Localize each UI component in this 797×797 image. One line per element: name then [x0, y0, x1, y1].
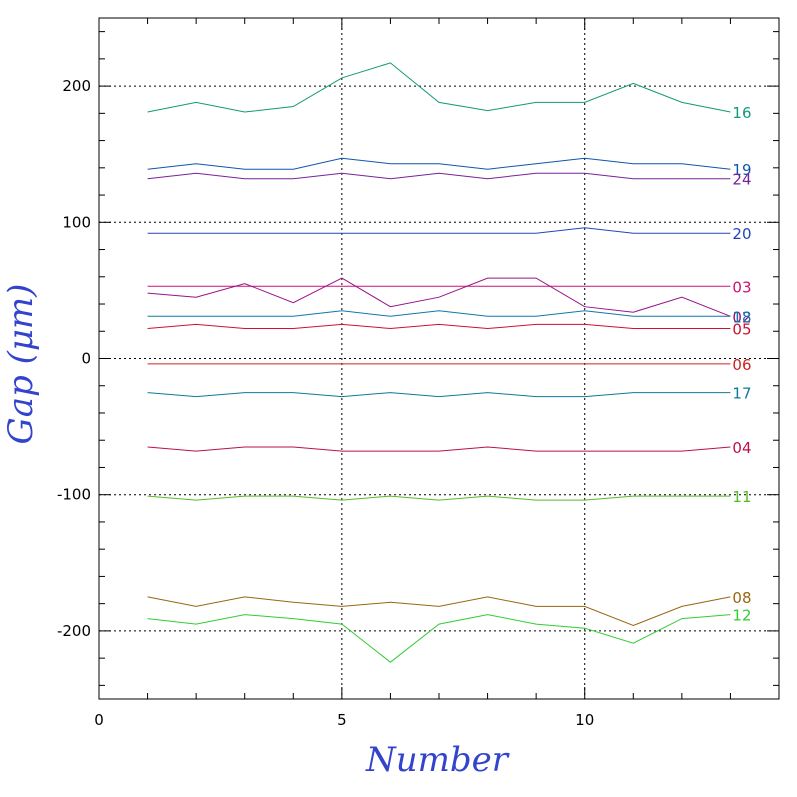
series-line-20 [147, 227, 731, 234]
series-label-06: 06 [732, 356, 751, 374]
series-line-17 [147, 392, 731, 398]
y-axis-title: Gap (μm) [1, 284, 41, 445]
series-label-20: 20 [732, 225, 751, 243]
series-line-02 [147, 277, 731, 317]
axes-layer [98, 17, 780, 700]
series-line-12 [147, 614, 731, 663]
series-line-11 [147, 495, 731, 501]
y-tick-label: 100 [62, 213, 91, 231]
series-line-18 [147, 310, 731, 317]
series-label-12: 12 [732, 607, 751, 625]
series-label-03: 03 [732, 278, 751, 296]
x-tick-label: 10 [575, 711, 594, 729]
y-tick-label: 0 [81, 350, 91, 368]
tick-label-layer: 0 5 10 200 100 0 -100 -200 [57, 77, 594, 729]
grid-layer [99, 18, 779, 699]
series-label-04: 04 [732, 439, 751, 457]
series-label-17: 17 [732, 385, 751, 403]
series-line-05 [147, 323, 731, 330]
series-line-08 [147, 596, 731, 627]
series-layer [147, 62, 731, 663]
series-label-19: 19 [732, 161, 751, 179]
series-line-19 [147, 157, 731, 170]
series-label-02: 02 [732, 308, 751, 326]
x-axis-title: Number [365, 740, 510, 780]
series-label-11: 11 [732, 488, 751, 506]
y-tick-label: -200 [57, 622, 91, 640]
series-label-24: 24 [732, 171, 751, 189]
x-tick-label: 5 [337, 711, 347, 729]
y-tick-label: 200 [62, 77, 91, 95]
x-tick-label: 0 [94, 711, 104, 729]
series-line-24 [147, 172, 731, 180]
series-label-16: 16 [732, 104, 751, 122]
series-label-08: 08 [732, 589, 751, 607]
series-label-18: 18 [732, 308, 751, 326]
series-line-04 [147, 446, 731, 452]
series-line-16 [147, 62, 731, 113]
y-tick-label: -100 [57, 486, 91, 504]
series-label-05: 05 [732, 321, 751, 339]
